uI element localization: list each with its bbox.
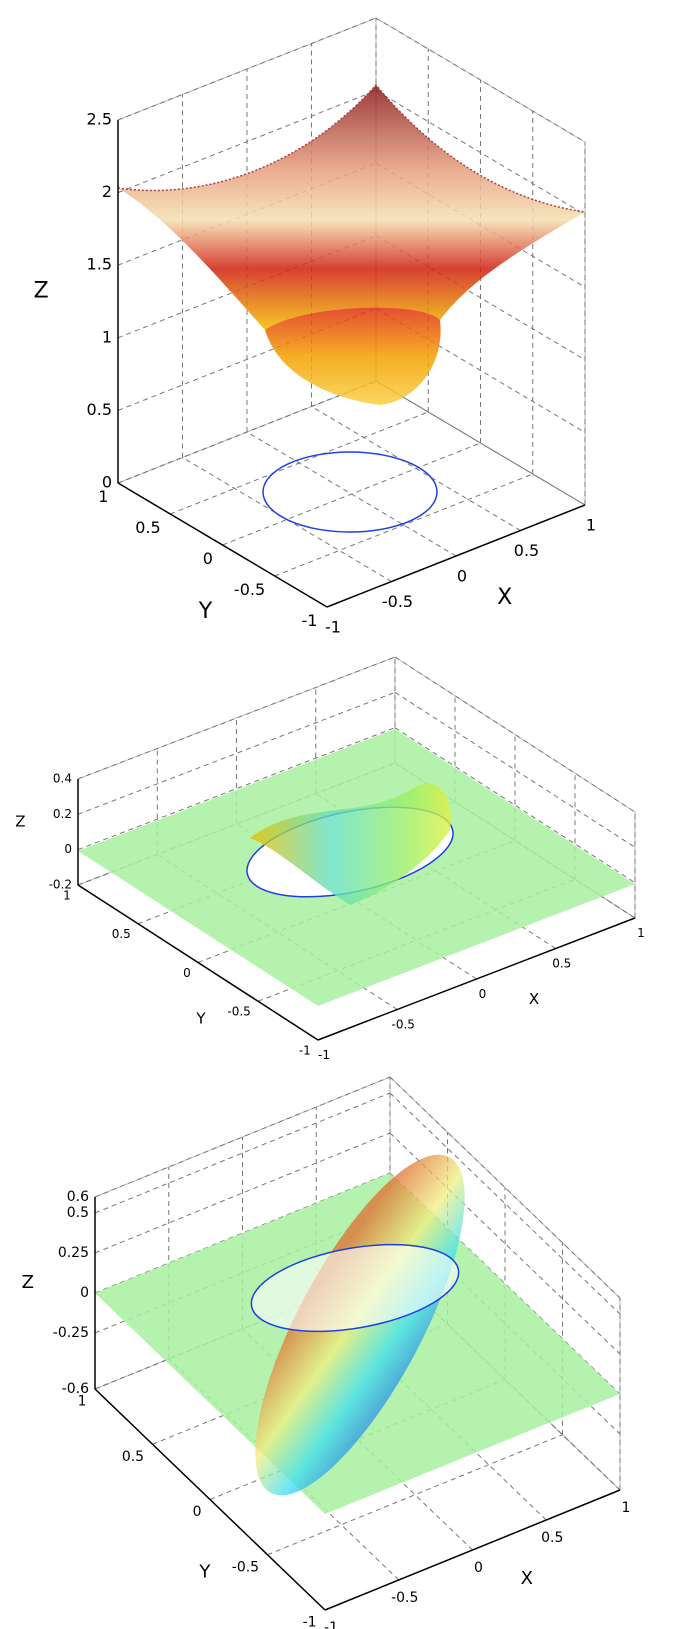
z-axis-title: Z <box>34 279 49 304</box>
z-axis-title: Z <box>22 1272 34 1293</box>
x-tick-label: -0.5 <box>391 1590 418 1606</box>
surface-3 <box>95 1128 620 1522</box>
z-tick-label: 0.4 <box>53 772 72 786</box>
y-tick-label: -1 <box>303 1615 317 1629</box>
y-tick-label: -1 <box>299 1043 311 1057</box>
x-tick-label: 0 <box>457 566 467 585</box>
x-axis <box>325 1490 620 1610</box>
y-tick-label: 0 <box>203 549 213 568</box>
y-tick-label: -0.5 <box>234 580 265 599</box>
z-tick-label: 0 <box>102 473 112 492</box>
x-tick-label: 1 <box>622 1500 631 1516</box>
z-tick-label: 2 <box>102 182 112 201</box>
z-tick-label: 1.5 <box>87 255 112 274</box>
y-axis <box>118 483 327 607</box>
y-axis-title: Y <box>198 1561 211 1582</box>
x-axis <box>327 505 585 607</box>
page: -1-0.500.51-1-0.500.5100.511.522.5XYZ-1-… <box>0 0 677 1629</box>
y-tick-label: 0 <box>183 966 191 980</box>
x-tick-label: -1 <box>324 1620 338 1629</box>
surface-1 <box>118 85 585 405</box>
z-tick-label: 0 <box>64 842 72 856</box>
x-tick-label: -1 <box>318 1048 330 1062</box>
x-tick-label: -0.5 <box>392 1018 415 1032</box>
y-tick-label: 0 <box>193 1504 202 1520</box>
x-tick-label: -1 <box>325 617 341 636</box>
x-tick-label: 1 <box>586 515 596 534</box>
x-axis-title: X <box>521 1568 533 1589</box>
z-tick-label: -0.25 <box>53 1325 89 1341</box>
z-tick-label: 0 <box>80 1285 89 1301</box>
z-axis-title: Z <box>15 813 25 831</box>
x-tick-label: 0.5 <box>541 1530 563 1546</box>
x-axis-title: X <box>497 585 512 610</box>
grid-line <box>275 474 533 576</box>
z-tick-label: 0.5 <box>87 400 112 419</box>
x-tick-label: 1 <box>637 926 645 940</box>
y-tick-label: 0.5 <box>135 518 160 537</box>
grid-line <box>170 412 428 514</box>
x-tick-label: 0.5 <box>552 957 571 971</box>
y-tick-label: 0.5 <box>122 1449 144 1465</box>
z-tick-label: 2.5 <box>87 110 112 129</box>
z-tick-label: 0.25 <box>58 1245 89 1261</box>
y-axis-title: Y <box>195 1009 206 1027</box>
z-tick-label: 1 <box>102 327 112 346</box>
z-tick-label: 0.5 <box>67 1205 89 1221</box>
z-tick-label: -0.6 <box>62 1381 89 1397</box>
x-tick-label: 0 <box>479 987 487 1001</box>
z-tick-label: 0.2 <box>53 807 72 821</box>
y-tick-label: -1 <box>301 611 317 630</box>
x-axis-title: X <box>529 990 539 1008</box>
z-tick-label: -0.2 <box>49 878 72 892</box>
y-tick-label: 0.5 <box>112 927 131 941</box>
z-tick-label: 0.6 <box>67 1189 89 1205</box>
y-tick-label: -0.5 <box>232 1559 259 1575</box>
grid-line <box>223 443 481 545</box>
y-axis-title: Y <box>198 599 213 624</box>
figure: -1-0.500.51-1-0.500.5100.511.522.5XYZ-1-… <box>0 0 677 1629</box>
x-tick-label: 0 <box>474 1560 483 1576</box>
y-tick-label: -0.5 <box>227 1005 250 1019</box>
x-tick-label: -0.5 <box>382 592 413 611</box>
boundary-circle <box>263 452 437 532</box>
x-tick-label: 0.5 <box>514 541 539 560</box>
